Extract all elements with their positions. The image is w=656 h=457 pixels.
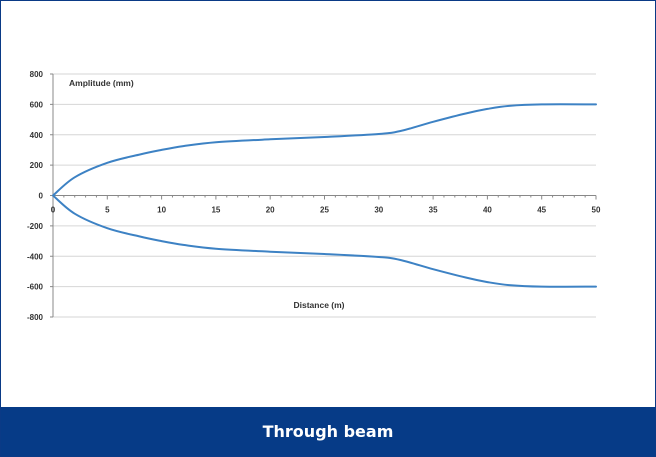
x-tick-label: 30 [374, 206, 383, 215]
caption-title: Through beam [262, 422, 394, 441]
y-tick-label: -800 [27, 313, 44, 322]
x-tick-label: 5 [105, 206, 110, 215]
y-tick-label: -600 [27, 283, 44, 292]
x-tick-label: 15 [211, 206, 220, 215]
x-tick-label: 35 [429, 206, 438, 215]
x-axis-label: Distance (m) [293, 300, 344, 310]
x-tick-label: 40 [483, 206, 492, 215]
x-tick-label: 10 [157, 206, 166, 215]
chart-area: 800 600 400 200 0 -200 -400 -600 -800 0 5 10 15 20 25 3… [11, 63, 625, 329]
tick-labels: 800 600 400 200 0 -200 -400 -600 -800 0 5 10 15 20 25 3… [27, 70, 601, 322]
y-tick-label: 600 [30, 100, 44, 109]
x-tick-label: 0 [51, 206, 56, 215]
grid-lines [53, 73, 596, 318]
y-tick-label: 800 [30, 70, 44, 79]
y-tick-label: 200 [30, 161, 44, 170]
x-tick-label: 50 [592, 206, 601, 215]
line-chart: 800 600 400 200 0 -200 -400 -600 -800 0 5 10 15 20 25 3… [11, 63, 625, 329]
series-lines [52, 103, 597, 288]
x-tick-label: 20 [266, 206, 275, 215]
y-tick-label: 0 [39, 192, 44, 201]
x-tick-label: 45 [537, 206, 546, 215]
upper-envelope-line [52, 103, 597, 197]
y-tick-label: -200 [27, 222, 44, 231]
lower-envelope-line [52, 194, 597, 288]
y-axis-label: Amplitude (mm) [69, 78, 134, 88]
x-tick-label: 25 [320, 206, 329, 215]
y-tick-label: 400 [30, 131, 44, 140]
caption-bar: Through beam [1, 407, 655, 456]
y-tick-label: -400 [27, 252, 44, 261]
